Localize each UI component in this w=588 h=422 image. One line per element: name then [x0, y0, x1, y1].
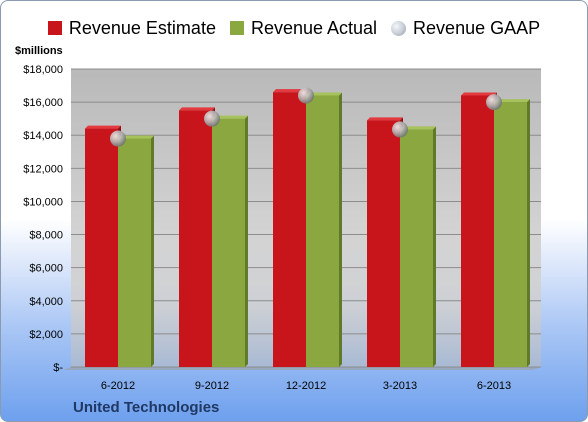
- bar-revenue-estimate: [273, 92, 306, 367]
- x-tick-label: 6-2013: [477, 380, 511, 392]
- bar-top: [179, 107, 215, 111]
- bar-side: [339, 92, 342, 367]
- company-name: United Technologies: [73, 399, 220, 416]
- y-tick-label: $16,000: [23, 97, 63, 109]
- bar-side: [433, 126, 436, 367]
- legend-label-revenue-estimate: Revenue Estimate: [68, 17, 216, 38]
- y-tick-label: $-: [53, 362, 63, 374]
- y-axis-unit-label: $millions: [15, 45, 63, 57]
- bar-revenue-estimate: [179, 110, 212, 367]
- x-tick-label: 6-2012: [101, 380, 135, 392]
- bar-top: [118, 135, 154, 139]
- legend-item-revenue-actual: Revenue Actual: [229, 17, 378, 39]
- legend-item-revenue-estimate: Revenue Estimate: [47, 17, 216, 39]
- y-tick-label: $6,000: [29, 263, 63, 275]
- gaap-marker: [486, 94, 502, 111]
- bar-revenue-actual: [306, 95, 339, 367]
- legend-marker-revenue-gaap: [391, 20, 407, 36]
- bar-revenue-actual: [212, 118, 245, 368]
- bar-side: [527, 99, 530, 367]
- bar-revenue-actual: [494, 102, 527, 367]
- bar-top: [212, 115, 248, 119]
- bar-revenue-actual: [400, 129, 433, 367]
- y-tick-label: $12,000: [23, 163, 63, 175]
- bar-side: [245, 115, 248, 368]
- bar-top: [306, 92, 342, 96]
- y-tick-label: $10,000: [23, 196, 63, 208]
- bar-top: [494, 99, 530, 103]
- bar-revenue-estimate: [461, 95, 494, 367]
- y-tick-label: $18,000: [23, 64, 63, 76]
- legend-swatch-revenue-estimate: [47, 21, 62, 35]
- y-tick-label: $4,000: [29, 296, 63, 308]
- legend: Revenue Estimate Revenue Actual Revenue …: [1, 15, 587, 41]
- bar-top: [461, 92, 497, 96]
- legend-item-revenue-gaap: Revenue GAAP: [391, 18, 540, 39]
- bar-side: [151, 135, 154, 367]
- gaap-marker: [392, 121, 408, 138]
- y-tick-label: $8,000: [29, 230, 63, 242]
- bar-top: [85, 125, 121, 129]
- x-tick-label: 12-2012: [286, 380, 326, 392]
- legend-label-revenue-gaap: Revenue GAAP: [413, 17, 541, 38]
- gaap-marker: [204, 110, 220, 127]
- bar-top: [367, 117, 403, 121]
- x-tick-label: 3-2013: [383, 380, 417, 392]
- legend-label-revenue-actual: Revenue Actual: [250, 17, 378, 38]
- y-tick-label: $2,000: [29, 329, 63, 341]
- bar-top: [400, 126, 436, 130]
- bar-revenue-estimate: [85, 128, 118, 367]
- legend-swatch-revenue-actual: [229, 21, 244, 35]
- x-tick-label: 9-2012: [195, 380, 229, 392]
- bar-revenue-actual: [118, 138, 151, 367]
- gaap-marker: [298, 87, 314, 104]
- gaap-marker: [110, 130, 126, 147]
- plot-floor: [63, 367, 541, 370]
- y-tick-label: $14,000: [23, 130, 63, 142]
- bar-revenue-estimate: [367, 120, 400, 367]
